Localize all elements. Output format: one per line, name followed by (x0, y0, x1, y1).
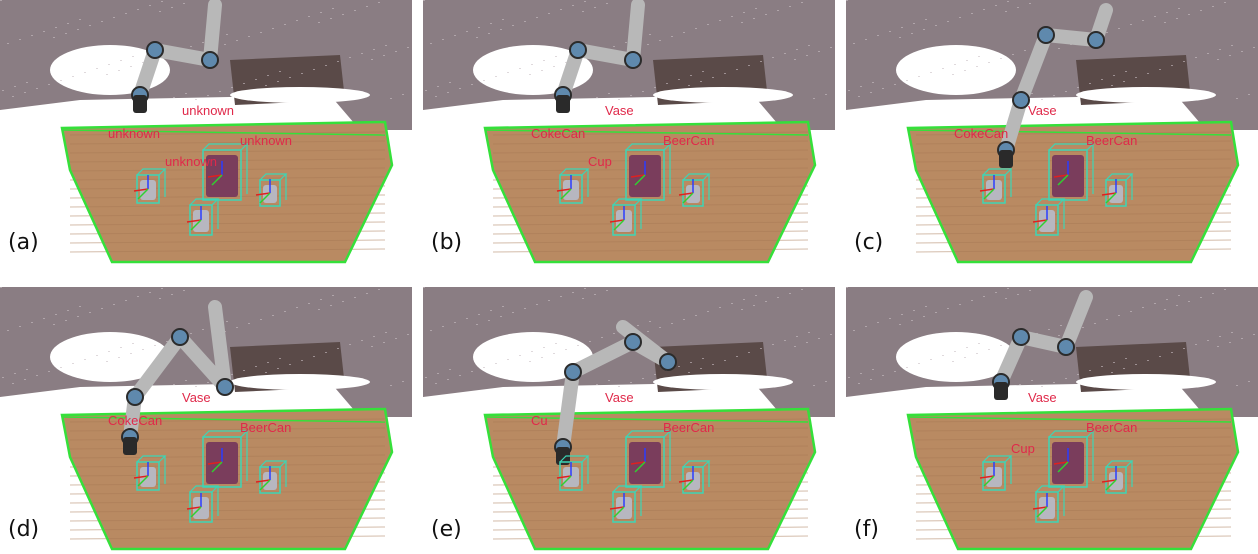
object-label: Cu (531, 413, 548, 428)
object-label: CokeCan (531, 126, 585, 141)
table-boundary (60, 407, 394, 551)
object-can: Cu (531, 413, 590, 491)
panel-label: (d) (8, 517, 40, 542)
object-vase: Vase (605, 103, 672, 201)
object-label: Cup (588, 154, 612, 169)
object-can: unknown (108, 126, 167, 204)
robot-joint (564, 363, 582, 381)
object-vase: Vase (1028, 390, 1095, 488)
scene-panel: CokeCan Vase BeerCan (d) (0, 287, 412, 554)
robot-gripper (556, 447, 570, 465)
robot-joint (1012, 91, 1030, 109)
scene-panel: Vase Cup BeerCan (f) (846, 287, 1258, 554)
object-label: CokeCan (954, 126, 1008, 141)
scene-panel: Cu Vase BeerCan (e) (423, 287, 835, 554)
robot-gripper (556, 95, 570, 113)
object-vase: Vase (605, 390, 672, 488)
object-cup: Cup (1011, 441, 1066, 523)
point-cloud-scene: Cu Vase BeerCan (423, 287, 835, 551)
robot-joint (624, 333, 642, 351)
object-can2: BeerCan (240, 420, 291, 494)
object-can: CokeCan (531, 126, 590, 204)
robot-joint (201, 51, 219, 69)
robot-arm (994, 290, 1093, 389)
object-can2: unknown (240, 133, 292, 207)
object-label: Vase (605, 103, 634, 118)
panel-label: (e) (431, 517, 462, 542)
object-label: Vase (1028, 390, 1057, 405)
robot-joint (1087, 31, 1105, 49)
object-label: unknown (240, 133, 292, 148)
table-boundary (483, 120, 817, 264)
object-label: unknown (165, 154, 217, 169)
object-label: unknown (182, 103, 234, 118)
robot-arm (133, 0, 222, 102)
object-can: CokeCan (954, 126, 1013, 204)
table-boundary (483, 407, 817, 551)
object-cup (609, 485, 643, 523)
robot-gripper (994, 382, 1008, 400)
object-label: BeerCan (663, 133, 714, 148)
object-cup: unknown (165, 154, 220, 236)
panel-label: (c) (854, 230, 884, 255)
robot-joint (146, 41, 164, 59)
object-cup: Cup (588, 154, 643, 236)
scene-panel: unknown unknown unknown unknown (a) (0, 0, 412, 267)
object-label: BeerCan (1086, 133, 1137, 148)
panel-label: (b) (431, 230, 463, 255)
object-label: unknown (108, 126, 160, 141)
object-vase: Vase (182, 390, 249, 488)
robot-joint (1057, 338, 1075, 356)
wall-point-cloud (423, 287, 835, 417)
panel-label: (a) (8, 230, 39, 255)
object-can2: BeerCan (663, 420, 714, 494)
robot-gripper (999, 150, 1013, 168)
robot-joint (1012, 328, 1030, 346)
object-label: BeerCan (1086, 420, 1137, 435)
object-can2: BeerCan (1086, 133, 1137, 207)
table-boundary (60, 120, 394, 264)
robot-joint (126, 388, 144, 406)
robot-arm (556, 0, 645, 102)
object-vase: unknown (182, 103, 249, 201)
scene-panel: CokeCan Vase BeerCan (c) (846, 0, 1258, 267)
wall-point-cloud (846, 0, 1258, 130)
table-boundary (906, 120, 1240, 264)
object-label: BeerCan (240, 420, 291, 435)
robot-gripper (133, 95, 147, 113)
robot-joint (1037, 26, 1055, 44)
object-can2: BeerCan (1086, 420, 1137, 494)
object-label: Cup (1011, 441, 1035, 456)
point-cloud-scene: CokeCan Vase Cup BeerCan (423, 0, 835, 264)
wall-point-cloud (0, 287, 412, 417)
object-can (979, 455, 1013, 491)
object-label: Vase (605, 390, 634, 405)
point-cloud-scene: Vase Cup BeerCan (846, 287, 1258, 551)
object-vase: Vase (1028, 103, 1095, 201)
object-label: Vase (1028, 103, 1057, 118)
point-cloud-scene: CokeCan Vase BeerCan (846, 0, 1258, 264)
object-can: CokeCan (108, 413, 167, 491)
scene-panel: CokeCan Vase Cup BeerCan (b) (423, 0, 835, 267)
object-cup (186, 485, 220, 523)
robot-gripper (123, 437, 137, 455)
object-label: BeerCan (663, 420, 714, 435)
table-boundary (906, 407, 1240, 551)
robot-joint (216, 378, 234, 396)
panel-label: (f) (854, 517, 879, 542)
object-can2: BeerCan (663, 133, 714, 207)
object-cup (1032, 198, 1066, 236)
object-label: Vase (182, 390, 211, 405)
robot-joint (171, 328, 189, 346)
robot-joint (569, 41, 587, 59)
point-cloud-scene: CokeCan Vase BeerCan (0, 287, 412, 551)
wall-point-cloud (846, 287, 1258, 417)
robot-joint (659, 353, 677, 371)
robot-joint (624, 51, 642, 69)
object-label: CokeCan (108, 413, 162, 428)
point-cloud-scene: unknown unknown unknown unknown (0, 0, 412, 264)
